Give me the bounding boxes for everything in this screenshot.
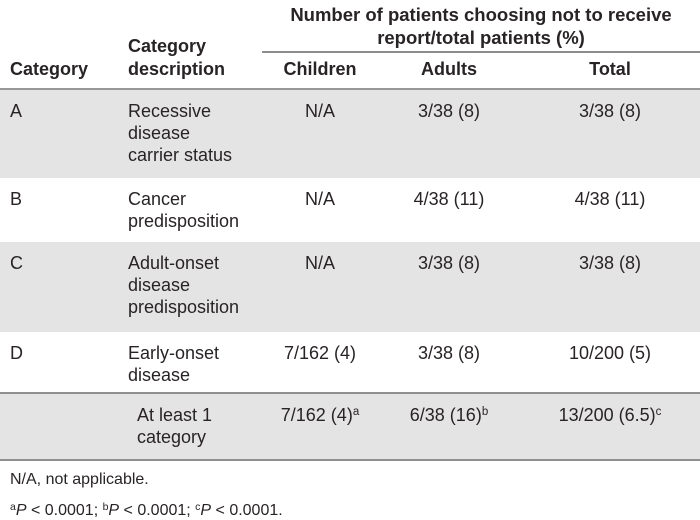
cell-description: Recessive disease carrier status bbox=[128, 101, 233, 165]
footnote-pvalues: aP < 0.0001; bP < 0.0001; cP < 0.0001. bbox=[10, 501, 690, 520]
pvalue-segment-b: bP < 0.0001; bbox=[103, 502, 196, 519]
footnote-marker-b: b bbox=[481, 406, 489, 418]
cell-children-value: 7/162 (4) bbox=[280, 405, 353, 425]
cell-total-value: 13/200 (6.5) bbox=[558, 405, 656, 425]
footnote-marker-a: a bbox=[10, 501, 16, 513]
cell-description: Adult-onset disease predisposition bbox=[128, 253, 240, 317]
cell-adults: 4/38 (11) bbox=[413, 189, 485, 209]
p-symbol: P bbox=[15, 502, 27, 519]
cell-adults: 6/38 (16)b bbox=[378, 394, 520, 459]
cell-description: Early-onset disease bbox=[128, 343, 220, 385]
pvalue-text: < 0.0001; bbox=[26, 502, 103, 519]
cell-adults: 3/38 (8) bbox=[417, 343, 481, 363]
cell-total: 3/38 (8) bbox=[578, 253, 642, 273]
footnote-abbreviation: N/A, not applicable. bbox=[10, 471, 149, 488]
table-row-b: B Cancer predisposition N/A 4/38 (11) 4/… bbox=[0, 178, 700, 242]
pvalue-text: < 0.0001. bbox=[211, 502, 283, 519]
pvalue-segment-c: cP < 0.0001. bbox=[195, 502, 283, 519]
cell-adults-value: 6/38 (16) bbox=[409, 405, 482, 425]
cell-children: 7/162 (4) bbox=[283, 343, 357, 363]
pvalue-segment-a: aP < 0.0001; bbox=[10, 502, 103, 519]
cell-category: C bbox=[10, 253, 23, 273]
col-header-category: Category bbox=[10, 59, 89, 79]
cell-total: 13/200 (6.5)c bbox=[520, 394, 700, 459]
col-header-description: Category description bbox=[128, 36, 226, 79]
cell-category: B bbox=[10, 189, 23, 209]
cell-children: N/A bbox=[304, 101, 335, 121]
cell-category: D bbox=[10, 343, 23, 363]
footnote-marker-a: a bbox=[352, 406, 360, 418]
table-footnotes: N/A, not applicable. aP < 0.0001; bP < 0… bbox=[0, 461, 700, 520]
cell-total: 10/200 (5) bbox=[568, 343, 652, 363]
table-row-a: A Recessive disease carrier status N/A 3… bbox=[0, 90, 700, 178]
p-symbol: P bbox=[108, 502, 120, 519]
cell-total: 3/38 (8) bbox=[578, 101, 642, 121]
table-row-c: C Adult-onset disease predisposition N/A… bbox=[0, 242, 700, 332]
pvalue-text: < 0.0001; bbox=[119, 502, 196, 519]
col-header-adults: Adults bbox=[421, 59, 477, 79]
p-symbol: P bbox=[200, 502, 212, 519]
footnote-marker-b: b bbox=[102, 501, 109, 513]
cell-category: A bbox=[10, 101, 23, 121]
cell-adults: 3/38 (8) bbox=[417, 253, 481, 273]
spanner-group: Number of patients choosing not to recei… bbox=[262, 0, 700, 88]
footnote-marker-c: c bbox=[195, 501, 201, 513]
cell-children: N/A bbox=[304, 253, 335, 273]
footnote-marker-c: c bbox=[655, 406, 662, 418]
col-header-total: Total bbox=[589, 59, 631, 79]
spanner-rule bbox=[262, 51, 700, 53]
table-row-summary: At least 1 category 7/162 (4)a 6/38 (16)… bbox=[0, 392, 700, 461]
spanner-title: Number of patients choosing not to recei… bbox=[290, 4, 672, 48]
spanner-subheaders: Children Adults Total bbox=[262, 53, 700, 88]
cell-adults: 3/38 (8) bbox=[417, 101, 481, 121]
cell-description: Cancer predisposition bbox=[128, 189, 240, 231]
table-row-d: D Early-onset disease 7/162 (4) 3/38 (8)… bbox=[0, 332, 700, 392]
cell-category bbox=[0, 394, 118, 459]
cell-description: At least 1 category bbox=[137, 405, 213, 447]
table-header-row: Category Category description Number of … bbox=[0, 0, 700, 90]
cell-total: 4/38 (11) bbox=[574, 189, 646, 209]
cell-children: 7/162 (4)a bbox=[262, 394, 378, 459]
col-header-children: Children bbox=[283, 59, 357, 79]
cell-children: N/A bbox=[304, 189, 335, 209]
